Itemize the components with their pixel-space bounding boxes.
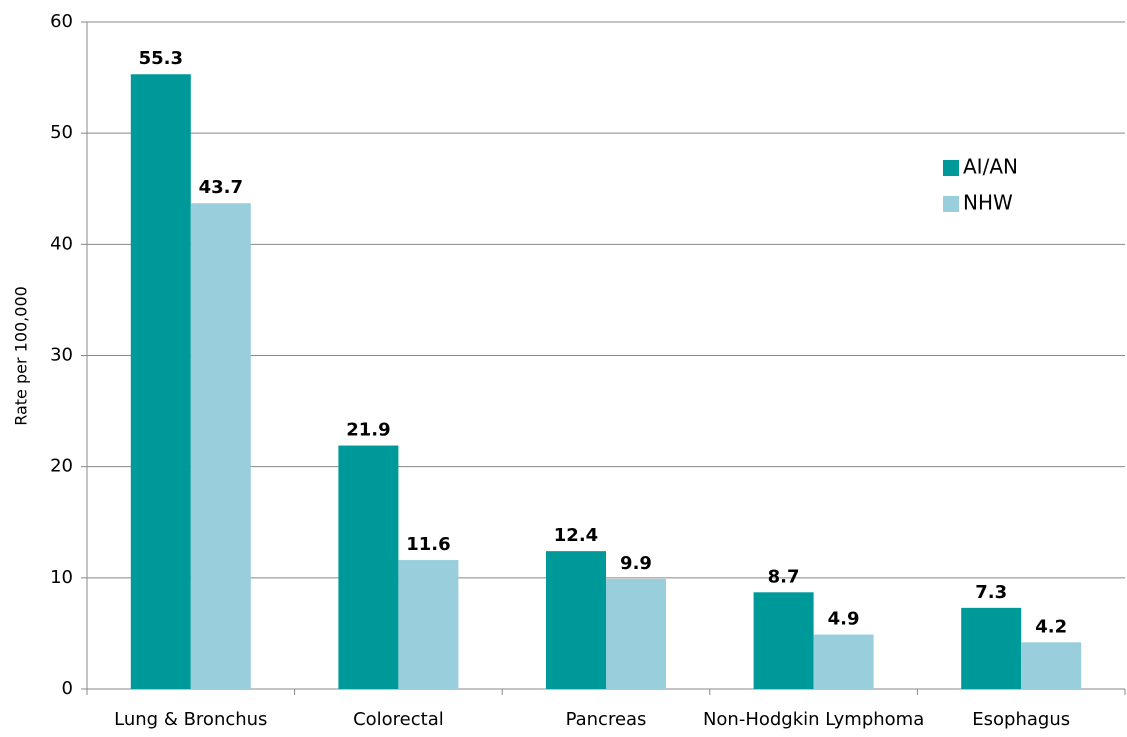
bar — [130, 74, 191, 689]
bar — [190, 203, 251, 689]
legend-swatch — [943, 160, 959, 176]
value-label: 55.3 — [139, 48, 183, 69]
y-tick-label: 40 — [50, 233, 73, 254]
y-tick-label: 0 — [62, 678, 73, 699]
y-axis-label: Rate per 100,000 — [12, 286, 31, 426]
y-tick-label: 10 — [50, 567, 73, 588]
value-label: 7.3 — [975, 582, 1007, 603]
value-label: 9.9 — [620, 553, 652, 574]
value-label: 4.9 — [828, 609, 860, 630]
legend-label: NHW — [963, 191, 1013, 215]
value-label: 4.2 — [1035, 616, 1067, 637]
bar — [606, 578, 666, 689]
bar — [546, 551, 606, 689]
bar — [1021, 642, 1082, 689]
bar — [753, 592, 814, 689]
y-tick-label: 20 — [50, 456, 73, 477]
legend-label: AI/AN — [963, 155, 1018, 179]
x-tick-label: Non-Hodgkin Lymphoma — [703, 709, 924, 730]
y-tick-label: 50 — [50, 122, 73, 143]
legend-swatch — [943, 196, 959, 212]
bar — [398, 560, 459, 689]
x-tick-label: Esophagus — [972, 709, 1070, 730]
x-tick-label: Pancreas — [566, 709, 647, 730]
value-label: 12.4 — [554, 525, 598, 546]
value-label: 43.7 — [199, 177, 243, 198]
value-label: 8.7 — [768, 566, 800, 587]
bar — [338, 445, 399, 689]
bar — [813, 634, 874, 689]
value-label: 11.6 — [406, 534, 450, 555]
value-label: 21.9 — [346, 420, 390, 441]
y-tick-label: 60 — [50, 11, 73, 32]
x-tick-label: Colorectal — [353, 709, 444, 730]
bar — [961, 607, 1022, 689]
x-tick-label: Lung & Bronchus — [114, 709, 267, 730]
y-tick-label: 30 — [50, 345, 73, 366]
